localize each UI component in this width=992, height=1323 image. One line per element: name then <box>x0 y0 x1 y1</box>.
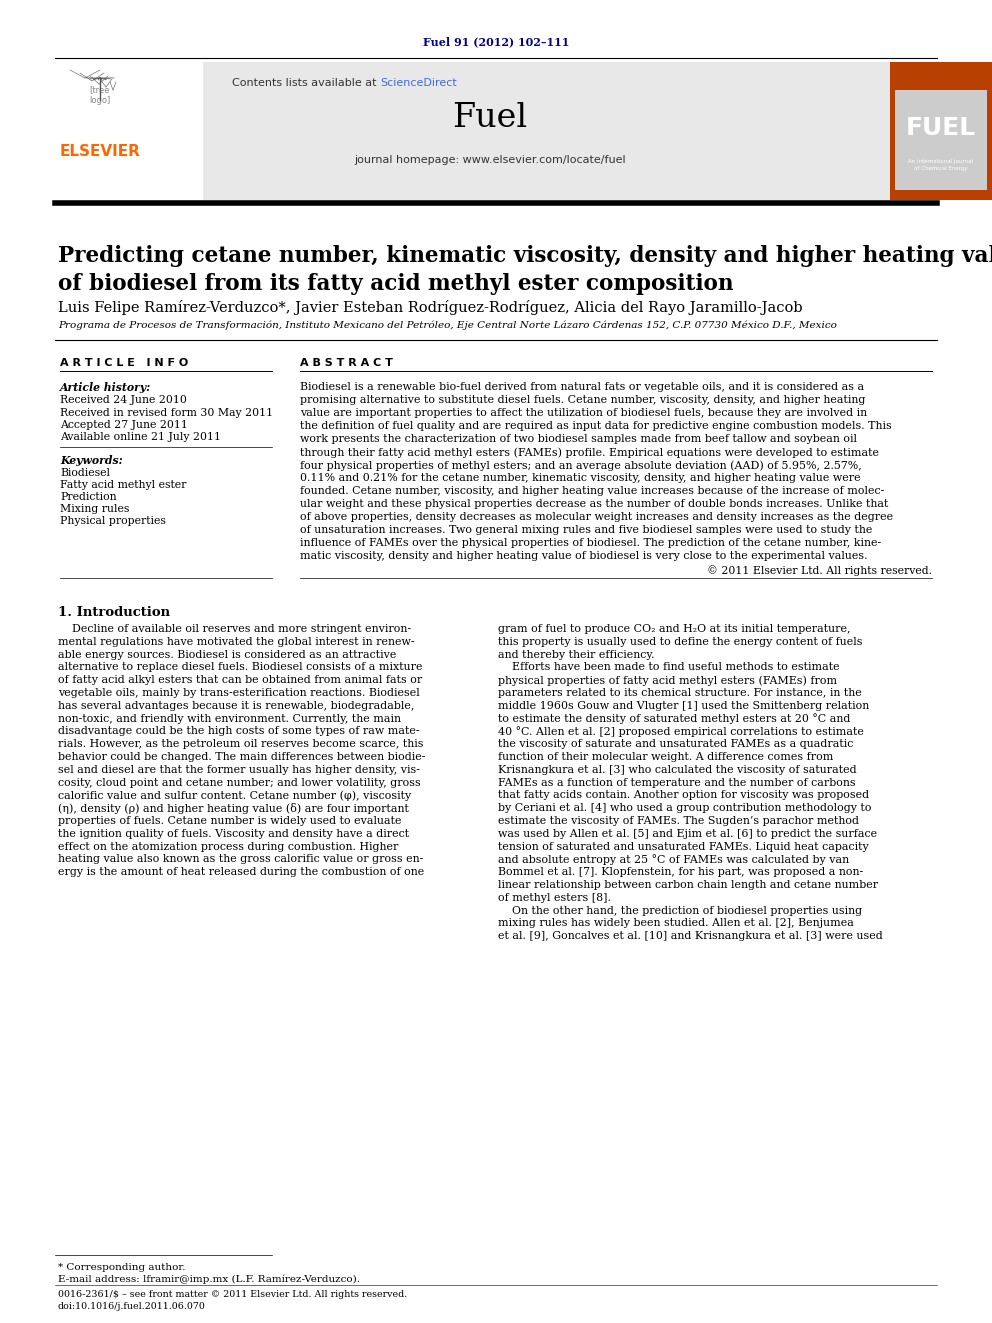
Text: this property is usually used to define the energy content of fuels: this property is usually used to define … <box>498 636 862 647</box>
Text: Mixing rules: Mixing rules <box>60 504 129 515</box>
Text: Krisnangkura et al. [3] who calculated the viscosity of saturated: Krisnangkura et al. [3] who calculated t… <box>498 765 857 775</box>
FancyBboxPatch shape <box>55 62 203 200</box>
Text: middle 1960s Gouw and Vlugter [1] used the Smittenberg relation: middle 1960s Gouw and Vlugter [1] used t… <box>498 701 869 710</box>
Text: calorific value and sulfur content. Cetane number (φ), viscosity: calorific value and sulfur content. Ceta… <box>58 790 412 800</box>
Text: Programa de Procesos de Transformación, Instituto Mexicano del Petróleo, Eje Cen: Programa de Procesos de Transformación, … <box>58 321 837 331</box>
Text: disadvantage could be the high costs of some types of raw mate-: disadvantage could be the high costs of … <box>58 726 420 737</box>
Text: linear relationship between carbon chain length and cetane number: linear relationship between carbon chain… <box>498 880 878 890</box>
Text: of fatty acid alkyl esters that can be obtained from animal fats or: of fatty acid alkyl esters that can be o… <box>58 675 423 685</box>
Text: effect on the atomization process during combustion. Higher: effect on the atomization process during… <box>58 841 399 852</box>
Text: function of their molecular weight. A difference comes from: function of their molecular weight. A di… <box>498 751 833 762</box>
Text: the viscosity of saturate and unsaturated FAMEs as a quadratic: the viscosity of saturate and unsaturate… <box>498 740 853 749</box>
Text: Article history:: Article history: <box>60 382 151 393</box>
Text: [tree
logo]: [tree logo] <box>89 85 111 105</box>
Text: Biodiesel: Biodiesel <box>60 468 110 478</box>
Text: A B S T R A C T: A B S T R A C T <box>300 359 393 368</box>
FancyBboxPatch shape <box>895 90 987 191</box>
Text: Prediction: Prediction <box>60 492 117 501</box>
Text: and absolute entropy at 25 °C of FAMEs was calculated by van: and absolute entropy at 25 °C of FAMEs w… <box>498 855 849 865</box>
Text: of methyl esters [8].: of methyl esters [8]. <box>498 893 611 902</box>
Text: mixing rules has widely been studied. Allen et al. [2], Benjumea: mixing rules has widely been studied. Al… <box>498 918 854 929</box>
Text: estimate the viscosity of FAMEs. The Sugden’s parachor method: estimate the viscosity of FAMEs. The Sug… <box>498 816 859 826</box>
Text: 0.11% and 0.21% for the cetane number, kinematic viscosity, density, and higher : 0.11% and 0.21% for the cetane number, k… <box>300 474 861 483</box>
Text: alternative to replace diesel fuels. Biodiesel consists of a mixture: alternative to replace diesel fuels. Bio… <box>58 663 423 672</box>
Text: tension of saturated and unsaturated FAMEs. Liquid heat capacity: tension of saturated and unsaturated FAM… <box>498 841 869 852</box>
Text: (η), density (ρ) and higher heating value (δ) are four important: (η), density (ρ) and higher heating valu… <box>58 803 409 814</box>
Text: Physical properties: Physical properties <box>60 516 166 527</box>
Text: FUEL: FUEL <box>906 116 976 140</box>
Text: journal homepage: www.elsevier.com/locate/fuel: journal homepage: www.elsevier.com/locat… <box>354 155 626 165</box>
Text: was used by Allen et al. [5] and Ejim et al. [6] to predict the surface: was used by Allen et al. [5] and Ejim et… <box>498 828 877 839</box>
Text: 40 °C. Allen et al. [2] proposed empirical correlations to estimate: 40 °C. Allen et al. [2] proposed empiric… <box>498 726 864 737</box>
Text: parameters related to its chemical structure. For instance, in the: parameters related to its chemical struc… <box>498 688 862 699</box>
Text: Efforts have been made to find useful methods to estimate: Efforts have been made to find useful me… <box>498 663 839 672</box>
Text: Accepted 27 June 2011: Accepted 27 June 2011 <box>60 419 187 430</box>
Text: cosity, cloud point and cetane number; and lower volatility, gross: cosity, cloud point and cetane number; a… <box>58 778 421 787</box>
Text: properties of fuels. Cetane number is widely used to evaluate: properties of fuels. Cetane number is wi… <box>58 816 402 826</box>
Text: © 2011 Elsevier Ltd. All rights reserved.: © 2011 Elsevier Ltd. All rights reserved… <box>707 565 932 576</box>
Text: promising alternative to substitute diesel fuels. Cetane number, viscosity, dens: promising alternative to substitute dies… <box>300 396 865 405</box>
Text: On the other hand, the prediction of biodiesel properties using: On the other hand, the prediction of bio… <box>498 906 862 916</box>
Text: FAMEs as a function of temperature and the number of carbons: FAMEs as a function of temperature and t… <box>498 778 856 787</box>
Text: to estimate the density of saturated methyl esters at 20 °C and: to estimate the density of saturated met… <box>498 713 850 725</box>
Text: able energy sources. Biodiesel is considered as an attractive: able energy sources. Biodiesel is consid… <box>58 650 397 660</box>
FancyBboxPatch shape <box>55 62 937 200</box>
Text: that fatty acids contain. Another option for viscosity was proposed: that fatty acids contain. Another option… <box>498 790 869 800</box>
Text: of unsaturation increases. Two general mixing rules and five biodiesel samples w: of unsaturation increases. Two general m… <box>300 525 872 534</box>
Text: founded. Cetane number, viscosity, and higher heating value increases because of: founded. Cetane number, viscosity, and h… <box>300 486 885 496</box>
Text: * Corresponding author.: * Corresponding author. <box>58 1263 186 1271</box>
Text: work presents the characterization of two biodiesel samples made from beef tallo: work presents the characterization of tw… <box>300 434 857 445</box>
Text: Keywords:: Keywords: <box>60 455 123 466</box>
Text: An International Journal
of Chemical Energy: An International Journal of Chemical Ene… <box>909 159 973 171</box>
Text: and thereby their efficiency.: and thereby their efficiency. <box>498 650 655 660</box>
Text: et al. [9], Goncalves et al. [10] and Krisnangkura et al. [3] were used: et al. [9], Goncalves et al. [10] and Kr… <box>498 931 883 941</box>
Text: the ignition quality of fuels. Viscosity and density have a direct: the ignition quality of fuels. Viscosity… <box>58 828 409 839</box>
Text: A R T I C L E   I N F O: A R T I C L E I N F O <box>60 359 188 368</box>
Text: Fuel: Fuel <box>452 102 528 134</box>
Text: non-toxic, and friendly with environment. Currently, the main: non-toxic, and friendly with environment… <box>58 713 401 724</box>
Text: the definition of fuel quality and are required as input data for predictive eng: the definition of fuel quality and are r… <box>300 421 892 431</box>
Text: Predicting cetane number, kinematic viscosity, density and higher heating value
: Predicting cetane number, kinematic visc… <box>58 245 992 295</box>
Text: ergy is the amount of heat released during the combustion of one: ergy is the amount of heat released duri… <box>58 867 425 877</box>
Text: 1. Introduction: 1. Introduction <box>58 606 170 619</box>
Text: Bommel et al. [7]. Klopfenstein, for his part, was proposed a non-: Bommel et al. [7]. Klopfenstein, for his… <box>498 867 863 877</box>
Text: heating value also known as the gross calorific value or gross en-: heating value also known as the gross ca… <box>58 855 424 864</box>
Text: Fatty acid methyl ester: Fatty acid methyl ester <box>60 480 186 490</box>
FancyBboxPatch shape <box>890 62 992 200</box>
Text: influence of FAMEs over the physical properties of biodiesel. The prediction of : influence of FAMEs over the physical pro… <box>300 538 881 548</box>
Text: rials. However, as the petroleum oil reserves become scarce, this: rials. However, as the petroleum oil res… <box>58 740 424 749</box>
Text: ular weight and these physical properties decrease as the number of double bonds: ular weight and these physical propertie… <box>300 499 889 509</box>
Text: Decline of available oil reserves and more stringent environ-: Decline of available oil reserves and mo… <box>58 624 411 634</box>
Text: vegetable oils, mainly by trans-esterification reactions. Biodiesel: vegetable oils, mainly by trans-esterifi… <box>58 688 420 699</box>
Text: doi:10.1016/j.fuel.2011.06.070: doi:10.1016/j.fuel.2011.06.070 <box>58 1302 206 1311</box>
Text: four physical properties of methyl esters; and an average absolute deviation (AA: four physical properties of methyl ester… <box>300 460 862 471</box>
Text: sel and diesel are that the former usually has higher density, vis-: sel and diesel are that the former usual… <box>58 765 420 775</box>
Text: has several advantages because it is renewable, biodegradable,: has several advantages because it is ren… <box>58 701 415 710</box>
Text: ELSEVIER: ELSEVIER <box>60 144 141 160</box>
Text: gram of fuel to produce CO₂ and H₂O at its initial temperature,: gram of fuel to produce CO₂ and H₂O at i… <box>498 624 850 634</box>
Text: Contents lists available at: Contents lists available at <box>232 78 380 89</box>
Text: through their fatty acid methyl esters (FAMEs) profile. Empirical equations were: through their fatty acid methyl esters (… <box>300 447 879 458</box>
Text: value are important properties to affect the utilization of biodiesel fuels, bec: value are important properties to affect… <box>300 407 867 418</box>
Text: mental regulations have motivated the global interest in renew-: mental regulations have motivated the gl… <box>58 636 415 647</box>
Text: physical properties of fatty acid methyl esters (FAMEs) from: physical properties of fatty acid methyl… <box>498 675 837 685</box>
Text: by Ceriani et al. [4] who used a group contribution methodology to: by Ceriani et al. [4] who used a group c… <box>498 803 872 814</box>
Text: ScienceDirect: ScienceDirect <box>380 78 456 89</box>
Text: 0016-2361/$ – see front matter © 2011 Elsevier Ltd. All rights reserved.: 0016-2361/$ – see front matter © 2011 El… <box>58 1290 408 1299</box>
Text: Fuel 91 (2012) 102–111: Fuel 91 (2012) 102–111 <box>423 37 569 48</box>
Text: Received in revised form 30 May 2011: Received in revised form 30 May 2011 <box>60 407 273 418</box>
Text: matic viscosity, density and higher heating value of biodiesel is very close to : matic viscosity, density and higher heat… <box>300 550 867 561</box>
Text: behavior could be changed. The main differences between biodie-: behavior could be changed. The main diff… <box>58 751 426 762</box>
Text: Available online 21 July 2011: Available online 21 July 2011 <box>60 433 221 442</box>
Text: E-mail address: lframir@imp.mx (L.F. Ramírez-Verduzco).: E-mail address: lframir@imp.mx (L.F. Ram… <box>58 1274 360 1283</box>
Text: Biodiesel is a renewable bio-fuel derived from natural fats or vegetable oils, a: Biodiesel is a renewable bio-fuel derive… <box>300 382 864 392</box>
Text: of above properties, density decreases as molecular weight increases and density: of above properties, density decreases a… <box>300 512 893 523</box>
Text: Luis Felipe Ramírez-Verduzco*, Javier Esteban Rodríguez-Rodríguez, Alicia del Ra: Luis Felipe Ramírez-Verduzco*, Javier Es… <box>58 300 803 315</box>
Text: Received 24 June 2010: Received 24 June 2010 <box>60 396 186 405</box>
